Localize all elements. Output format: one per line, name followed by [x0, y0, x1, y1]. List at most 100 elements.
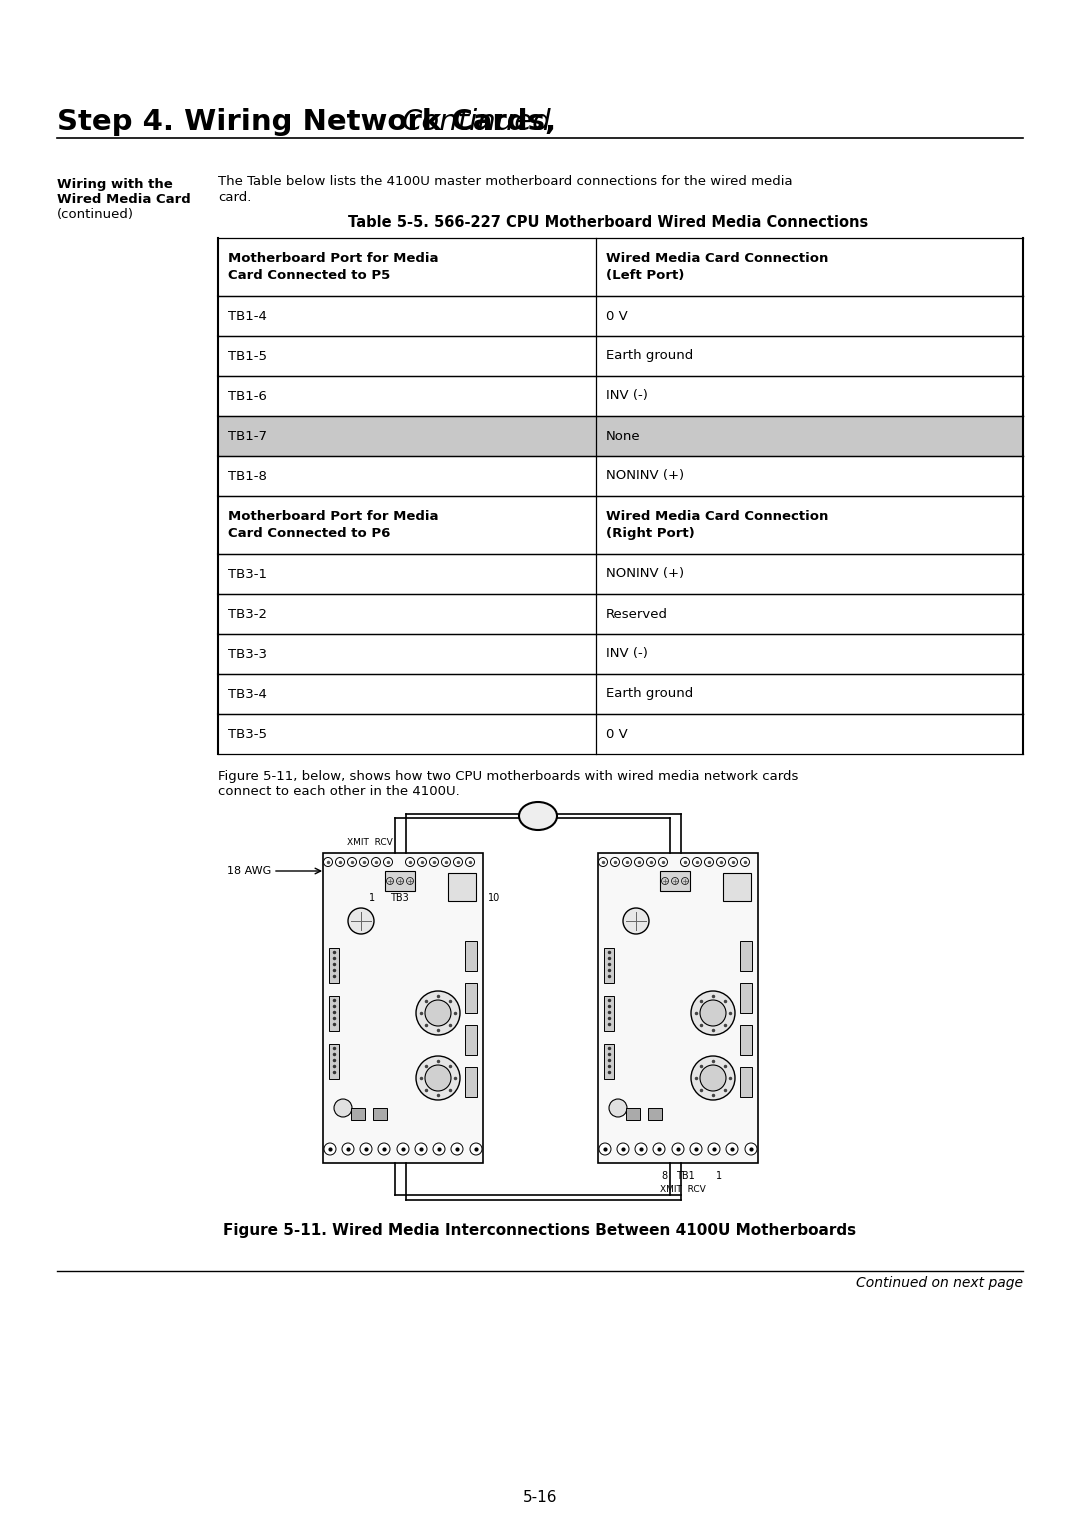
Bar [384, 871, 415, 891]
Circle shape [430, 857, 438, 866]
Text: XMIT  RCV: XMIT RCV [660, 1186, 706, 1193]
Bar [465, 983, 477, 1013]
Circle shape [623, 908, 649, 934]
Circle shape [416, 1056, 460, 1100]
Text: TB3-2: TB3-2 [228, 608, 267, 620]
Circle shape [442, 857, 450, 866]
Bar [660, 871, 690, 891]
Text: 0 V: 0 V [606, 727, 627, 741]
Bar [218, 634, 1023, 674]
Bar [604, 996, 615, 1031]
Bar [218, 455, 1023, 497]
Circle shape [599, 1143, 611, 1155]
Text: Continued: Continued [402, 108, 552, 136]
Circle shape [617, 1143, 629, 1155]
Bar [448, 872, 476, 902]
Text: 18 AWG: 18 AWG [227, 866, 271, 876]
Text: card.: card. [218, 191, 252, 205]
Bar [351, 1108, 365, 1120]
Circle shape [378, 1143, 390, 1155]
Circle shape [716, 857, 726, 866]
Circle shape [659, 857, 667, 866]
Circle shape [653, 1143, 665, 1155]
Circle shape [635, 857, 644, 866]
Bar [218, 674, 1023, 714]
Circle shape [396, 877, 404, 885]
Bar [218, 336, 1023, 376]
Circle shape [426, 1065, 451, 1091]
Circle shape [465, 857, 474, 866]
Bar [329, 947, 339, 983]
Circle shape [405, 857, 415, 866]
Text: Earth ground: Earth ground [606, 350, 693, 362]
Bar [465, 1025, 477, 1054]
Text: Reserved: Reserved [606, 608, 669, 620]
Text: Step 4. Wiring Network Cards,: Step 4. Wiring Network Cards, [57, 108, 556, 136]
Bar [740, 983, 752, 1013]
Text: 8: 8 [662, 1170, 669, 1181]
Text: 5-16: 5-16 [523, 1490, 557, 1505]
Text: NONINV (+): NONINV (+) [606, 469, 684, 483]
Circle shape [726, 1143, 738, 1155]
Text: Continued on next page: Continued on next page [856, 1276, 1023, 1290]
Text: NONINV (+): NONINV (+) [606, 567, 684, 581]
Circle shape [336, 857, 345, 866]
Text: INV (-): INV (-) [606, 648, 648, 660]
Bar [626, 1108, 640, 1120]
Bar [218, 416, 1023, 455]
Circle shape [700, 1065, 726, 1091]
Text: None: None [606, 429, 640, 443]
Bar [465, 1067, 477, 1097]
Text: 1: 1 [369, 892, 375, 903]
Text: Figure 5-11, below, shows how two CPU motherboards with wired media network card: Figure 5-11, below, shows how two CPU mo… [218, 770, 798, 782]
Circle shape [348, 857, 356, 866]
Bar [604, 947, 615, 983]
Circle shape [672, 877, 678, 885]
Bar [323, 853, 483, 1163]
Text: TB1-6: TB1-6 [228, 390, 267, 402]
Bar [218, 296, 1023, 336]
Text: TB1-7: TB1-7 [228, 429, 267, 443]
Circle shape [426, 999, 451, 1025]
Text: TB3-4: TB3-4 [228, 688, 267, 700]
Text: Motherboard Port for Media
Card Connected to P6: Motherboard Port for Media Card Connecte… [228, 510, 438, 539]
Circle shape [360, 857, 368, 866]
Circle shape [334, 1099, 352, 1117]
Circle shape [372, 857, 380, 866]
Circle shape [708, 1143, 720, 1155]
Circle shape [661, 877, 669, 885]
Circle shape [700, 999, 726, 1025]
Circle shape [416, 992, 460, 1034]
Bar [740, 1067, 752, 1097]
Circle shape [691, 1056, 735, 1100]
Circle shape [692, 857, 702, 866]
Text: 0 V: 0 V [606, 310, 627, 322]
Circle shape [745, 1143, 757, 1155]
Circle shape [454, 857, 462, 866]
Circle shape [672, 1143, 684, 1155]
Text: 10: 10 [488, 892, 500, 903]
Bar [740, 941, 752, 970]
Bar [373, 1108, 387, 1120]
Bar [465, 941, 477, 970]
Bar [740, 1025, 752, 1054]
Bar [648, 1108, 662, 1120]
Bar [218, 594, 1023, 634]
Circle shape [397, 1143, 409, 1155]
Bar [604, 1044, 615, 1079]
Circle shape [610, 857, 620, 866]
Text: Motherboard Port for Media
Card Connected to P5: Motherboard Port for Media Card Connecte… [228, 252, 438, 281]
Text: TB1: TB1 [676, 1170, 694, 1181]
Bar [218, 376, 1023, 416]
Bar [218, 555, 1023, 594]
Bar [329, 996, 339, 1031]
Circle shape [406, 877, 414, 885]
Circle shape [348, 908, 374, 934]
Bar [218, 238, 1023, 296]
Circle shape [415, 1143, 427, 1155]
Circle shape [690, 1143, 702, 1155]
Circle shape [647, 857, 656, 866]
Text: TB3-5: TB3-5 [228, 727, 267, 741]
Text: 1: 1 [716, 1170, 723, 1181]
Circle shape [342, 1143, 354, 1155]
